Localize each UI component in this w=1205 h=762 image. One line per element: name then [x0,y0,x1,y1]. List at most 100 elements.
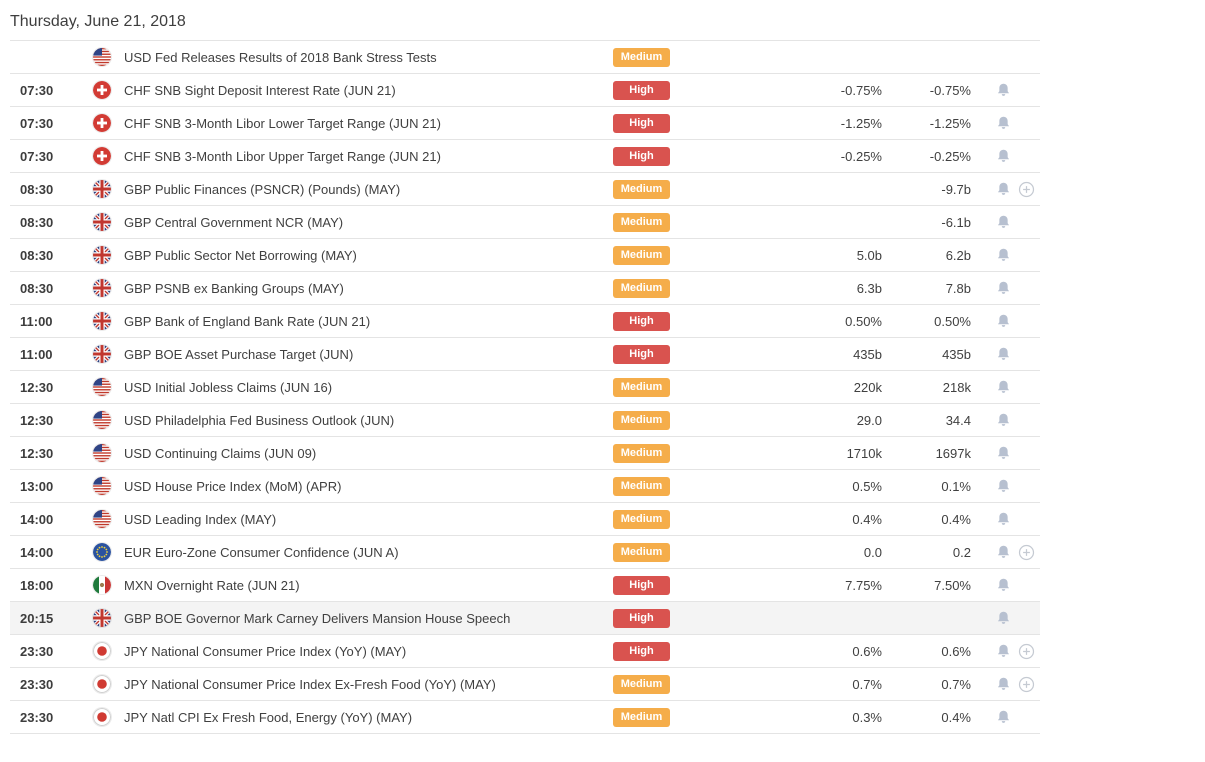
event-title: JPY Natl CPI Ex Fresh Food, Energy (YoY)… [124,709,413,725]
gb-flag-icon [80,246,124,264]
event-title: USD Continuing Claims (JUN 09) [124,445,317,461]
calendar-event-row[interactable]: 12:30 USD Initial Jobless Claims (JUN 16)… [10,371,1040,404]
alert-bell-icon[interactable] [995,346,1012,363]
alert-actions [971,412,1040,429]
alert-actions [971,643,1040,660]
importance-cell: High [613,113,723,133]
economic-calendar-table: USD Fed Releases Results of 2018 Bank St… [10,40,1040,734]
event-time: 07:30 [20,82,54,98]
alert-bell-icon[interactable] [995,676,1012,693]
calendar-event-row[interactable]: 12:30 USD Philadelphia Fed Business Outlo… [10,404,1040,437]
calendar-event-row[interactable]: 23:30 JPY National Consumer Price Index E… [10,668,1040,701]
calendar-event-row[interactable]: 08:30 GBP PSNB ex Banking Groups (MAY) Med… [10,272,1040,305]
alert-bell-icon[interactable] [995,313,1012,330]
importance-cell: Medium [613,542,723,562]
forecast-value: -1.25% [840,115,882,131]
event-time: 23:30 [20,676,54,692]
alert-bell-icon[interactable] [995,643,1012,660]
calendar-event-row[interactable]: 08:30 GBP Central Government NCR (MAY) Med… [10,206,1040,239]
alert-bell-icon[interactable] [995,709,1012,726]
previous-value: 0.2 [952,544,971,560]
economic-calendar-page: Thursday, June 21, 2018 USD Fed Releases… [0,12,1205,762]
alert-bell-icon[interactable] [995,82,1012,99]
calendar-event-row[interactable]: 23:30 JPY National Consumer Price Index (… [10,635,1040,668]
calendar-event-row[interactable]: 14:00 USD Leading Index (MAY) Medium 0.4% 0.… [10,503,1040,536]
event-title: USD Philadelphia Fed Business Outlook (J… [124,412,395,428]
eu-flag-icon [80,543,124,561]
previous-value: 0.6% [941,643,971,659]
importance-cell: Medium [613,245,723,265]
previous-value: 1697k [935,445,971,461]
calendar-event-row[interactable]: 12:30 USD Continuing Claims (JUN 09) Mediu… [10,437,1040,470]
alert-bell-icon[interactable] [995,181,1012,198]
us-flag-icon [80,444,124,462]
previous-value: -9.7b [941,181,971,197]
add-to-watchlist-icon[interactable] [1018,643,1035,660]
calendar-event-row[interactable]: 07:30 CHF SNB 3-Month Libor Lower Target … [10,107,1040,140]
alert-bell-icon[interactable] [995,445,1012,462]
calendar-event-row[interactable]: 23:30 JPY Natl CPI Ex Fresh Food, Energy … [10,701,1040,734]
alert-bell-icon[interactable] [995,379,1012,396]
alert-bell-icon[interactable] [995,148,1012,165]
forecast-value: 220k [853,379,882,395]
alert-bell-icon[interactable] [995,544,1012,561]
calendar-event-row[interactable]: 08:30 GBP Public Sector Net Borrowing (MA… [10,239,1040,272]
gb-flag-icon [80,279,124,297]
importance-cell: Medium [613,674,723,694]
alert-bell-icon[interactable] [995,511,1012,528]
event-time: 08:30 [20,247,54,263]
alert-bell-icon[interactable] [995,478,1012,495]
calendar-event-row[interactable]: 13:00 USD House Price Index (MoM) (APR) Me… [10,470,1040,503]
importance-cell: High [613,146,723,166]
importance-badge: Medium [613,246,670,265]
forecast-value: 29.0 [856,412,882,428]
event-time: 20:15 [20,610,54,626]
importance-cell: High [613,80,723,100]
importance-badge: High [613,81,670,100]
alert-actions [971,82,1040,99]
alert-actions [971,214,1040,231]
event-title: GBP Bank of England Bank Rate (JUN 21) [124,313,371,329]
add-to-watchlist-icon[interactable] [1018,676,1035,693]
forecast-value: -0.25% [840,148,882,164]
calendar-event-row[interactable]: 07:30 CHF SNB 3-Month Libor Upper Target … [10,140,1040,173]
event-title: GBP BOE Asset Purchase Target (JUN) [124,346,354,362]
gb-flag-icon [80,609,124,627]
event-time: 14:00 [20,511,54,527]
alert-bell-icon[interactable] [995,214,1012,231]
calendar-event-row[interactable]: 11:00 GBP BOE Asset Purchase Target (JUN)… [10,338,1040,371]
calendar-event-row[interactable]: 08:30 GBP Public Finances (PSNCR) (Pounds… [10,173,1040,206]
alert-actions [971,346,1040,363]
alert-bell-icon[interactable] [995,280,1012,297]
alert-actions [971,511,1040,528]
calendar-event-row[interactable]: USD Fed Releases Results of 2018 Bank St… [10,41,1040,74]
alert-bell-icon[interactable] [995,610,1012,627]
event-time: 08:30 [20,214,54,230]
forecast-value: 6.3b [856,280,882,296]
alert-bell-icon[interactable] [995,412,1012,429]
alert-bell-icon[interactable] [995,577,1012,594]
calendar-event-row[interactable]: 14:00 EUR Euro-Zone Consumer Confidence (… [10,536,1040,569]
importance-cell: High [613,344,723,364]
forecast-value: 1710k [846,445,882,461]
calendar-event-row[interactable]: 07:30 CHF SNB Sight Deposit Interest Rate… [10,74,1040,107]
date-header: Thursday, June 21, 2018 [10,13,186,30]
forecast-value: 0.4% [852,511,882,527]
alert-actions [971,610,1040,627]
add-to-watchlist-icon[interactable] [1018,181,1035,198]
importance-cell: Medium [613,212,723,232]
alert-bell-icon[interactable] [995,115,1012,132]
importance-badge: Medium [613,378,670,397]
calendar-event-row[interactable]: 20:15 GBP BOE Governor Mark Carney Delive… [10,602,1040,635]
calendar-event-row[interactable]: 18:00 MXN Overnight Rate (JUN 21) High 7.75… [10,569,1040,602]
event-title: GBP Central Government NCR (MAY) [124,214,344,230]
event-time: 12:30 [20,445,54,461]
alert-actions [971,379,1040,396]
previous-value: -0.75% [929,82,971,98]
previous-value: 34.4 [945,412,971,428]
add-to-watchlist-icon[interactable] [1018,544,1035,561]
calendar-event-row[interactable]: 11:00 GBP Bank of England Bank Rate (JUN … [10,305,1040,338]
alert-bell-icon[interactable] [995,247,1012,264]
forecast-value: -0.75% [840,82,882,98]
us-flag-icon [80,477,124,495]
